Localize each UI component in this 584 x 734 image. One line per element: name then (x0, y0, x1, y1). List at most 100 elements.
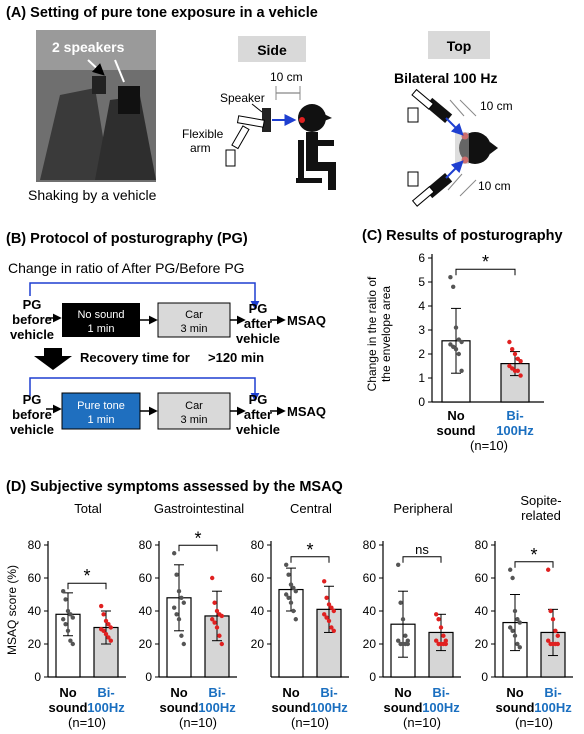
data-point (329, 605, 334, 610)
significance-bracket (514, 561, 554, 568)
significance-bracket (178, 544, 218, 552)
significance-label: * (530, 545, 537, 565)
data-point (293, 617, 298, 622)
data-point (217, 633, 222, 638)
recovery-label: Recovery time for (80, 350, 190, 365)
y-tick-label: 0 (34, 670, 41, 684)
x-label-no-sound: No (394, 685, 411, 700)
data-point (405, 638, 410, 643)
x-label-bi-100hz: Bi- (432, 685, 449, 700)
row1-after-1: PG (249, 301, 268, 316)
recovery-arrow (34, 348, 72, 370)
y-tick-label: 40 (251, 604, 265, 618)
chart-title: Total (74, 501, 102, 516)
row2-before-2: before (12, 407, 52, 422)
data-point (441, 633, 446, 638)
photo-caption: Shaking by a vehicle (28, 187, 157, 203)
car-box-2 (157, 392, 231, 430)
x-label-no-sound: No (170, 685, 187, 700)
data-point (214, 608, 220, 614)
data-point (172, 551, 177, 556)
row1-before-3: vehicle (10, 327, 54, 342)
significance-bracket (67, 582, 107, 590)
data-point (443, 638, 448, 643)
data-point (291, 585, 296, 591)
data-point (548, 608, 553, 614)
n-label: (n=10) (68, 715, 106, 730)
row2-stim-2: 1 min (88, 414, 115, 426)
data-point (403, 633, 408, 638)
c-n-label: (n=10) (470, 438, 508, 453)
row2-car-2: 3 min (181, 414, 208, 426)
data-point (286, 572, 291, 577)
data-point (179, 633, 184, 638)
speaker-photo-left (92, 76, 106, 94)
data-point (510, 628, 515, 633)
row1-msaq: MSAQ (287, 313, 326, 328)
data-point (434, 638, 439, 643)
data-point (212, 620, 217, 625)
data-point (512, 351, 518, 357)
y-tick-label: 4 (418, 299, 425, 313)
data-point (398, 600, 403, 605)
chart-title: Gastrointestinal (154, 501, 244, 516)
y-tick-label: 60 (475, 571, 489, 585)
y-tick-label: 80 (363, 538, 377, 552)
c-xlabel-bi-2: 100Hz (496, 423, 534, 438)
data-point (553, 628, 558, 633)
y-tick-label: 60 (363, 571, 377, 585)
row2-before-3: vehicle (10, 422, 54, 437)
y-tick-label: 20 (251, 637, 265, 651)
data-point (459, 339, 464, 345)
side-tab (238, 36, 306, 62)
panel-c-ylabel-1: Change in the ratio of (365, 276, 379, 391)
data-point (181, 641, 186, 647)
panel-d: (D) Subjective symptoms assessed by the … (5, 479, 573, 730)
vehicle-photo: 2 speakers (36, 30, 156, 182)
car-box-1 (157, 302, 231, 338)
x-label-bi-100hz: 100Hz (198, 700, 236, 715)
y-tick-label: 40 (28, 604, 42, 618)
data-point (517, 645, 522, 650)
data-point (443, 641, 448, 647)
y-tick-label: 60 (251, 571, 265, 585)
y-tick-label: 20 (139, 637, 153, 651)
data-point (219, 613, 224, 619)
data-point (518, 373, 523, 378)
data-point (550, 617, 556, 622)
significance-label: * (306, 540, 313, 560)
data-point (291, 608, 296, 614)
data-point (515, 368, 520, 373)
data-point (288, 582, 294, 587)
x-label-no-sound: sound (272, 700, 311, 715)
x-label-bi-100hz: Bi- (208, 685, 225, 700)
data-point (546, 567, 551, 572)
row1-after-2: after (244, 316, 272, 331)
data-point (103, 618, 109, 624)
n-label: (n=10) (403, 715, 441, 730)
significance-bracket (290, 556, 330, 563)
posturography-chart: 0 1 2 3 4 5 6 * (418, 251, 544, 409)
data-point (179, 595, 184, 600)
data-point (438, 625, 444, 630)
ratio-label: Change in ratio of After PG/Before PG (8, 260, 245, 276)
data-point (210, 617, 215, 622)
data-point (508, 625, 513, 630)
top-tab-label: Top (447, 38, 472, 54)
n-label: (n=10) (179, 715, 217, 730)
data-point (286, 595, 291, 600)
data-point (172, 605, 177, 610)
seated-person (296, 104, 336, 190)
panel-b-heading: (B) Protocol of posturography (PG) (6, 231, 248, 247)
x-label-no-sound: No (59, 685, 76, 700)
panel-b: (B) Protocol of posturography (PG) Chang… (6, 231, 326, 437)
row2-after-2: after (244, 407, 272, 422)
row1-before-2: before (12, 312, 52, 327)
y-tick-label: 20 (363, 637, 377, 651)
data-point (451, 284, 456, 289)
flexible-arm (225, 115, 265, 167)
data-point (101, 628, 106, 633)
protocol-row-1: PG before vehicle No sound 1 min Car 3 m… (10, 297, 326, 346)
